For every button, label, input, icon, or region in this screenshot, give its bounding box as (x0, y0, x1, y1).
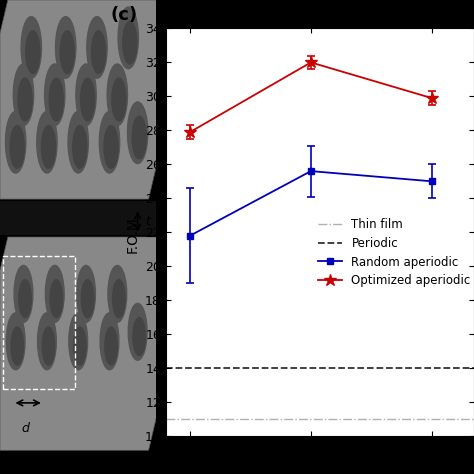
Circle shape (82, 280, 94, 318)
Text: t: t (146, 215, 150, 228)
Circle shape (55, 17, 76, 78)
Polygon shape (0, 0, 156, 199)
Circle shape (91, 31, 106, 73)
Circle shape (107, 64, 128, 126)
Circle shape (50, 280, 63, 318)
Circle shape (19, 280, 31, 318)
Text: (c): (c) (110, 6, 137, 24)
Circle shape (41, 126, 55, 168)
Circle shape (73, 327, 86, 365)
Circle shape (100, 111, 119, 173)
Circle shape (49, 78, 64, 121)
Circle shape (60, 31, 74, 73)
Circle shape (69, 313, 88, 370)
Circle shape (81, 78, 95, 121)
Polygon shape (0, 237, 156, 450)
Circle shape (10, 126, 24, 168)
Circle shape (76, 64, 96, 126)
Circle shape (37, 111, 57, 173)
Circle shape (14, 265, 33, 322)
Circle shape (73, 126, 87, 168)
Circle shape (13, 64, 34, 126)
Circle shape (123, 21, 137, 64)
Circle shape (128, 102, 148, 164)
Circle shape (77, 265, 95, 322)
Circle shape (133, 318, 146, 356)
Circle shape (42, 327, 55, 365)
Circle shape (26, 31, 40, 73)
X-axis label: Super cell periodicity: Super cell periodicity (246, 459, 393, 474)
Circle shape (45, 64, 65, 126)
Circle shape (21, 17, 41, 78)
Circle shape (118, 7, 138, 69)
Circle shape (112, 78, 126, 121)
Circle shape (104, 126, 118, 168)
Circle shape (68, 111, 88, 173)
Circle shape (18, 78, 32, 121)
Circle shape (128, 303, 147, 360)
Circle shape (37, 313, 56, 370)
Circle shape (46, 265, 64, 322)
Circle shape (11, 327, 24, 365)
Circle shape (108, 265, 127, 322)
Circle shape (6, 313, 25, 370)
Legend: Thin film, Periodic, Random aperiodic, Optimized aperiodic: Thin film, Periodic, Random aperiodic, O… (315, 214, 474, 291)
Circle shape (100, 313, 119, 370)
Bar (0, 201, 156, 235)
Circle shape (113, 280, 125, 318)
Y-axis label: F.O.M.: F.O.M. (126, 211, 140, 253)
Circle shape (105, 327, 117, 365)
Circle shape (132, 116, 146, 159)
Circle shape (87, 17, 107, 78)
Text: d: d (21, 422, 29, 435)
Circle shape (6, 111, 26, 173)
